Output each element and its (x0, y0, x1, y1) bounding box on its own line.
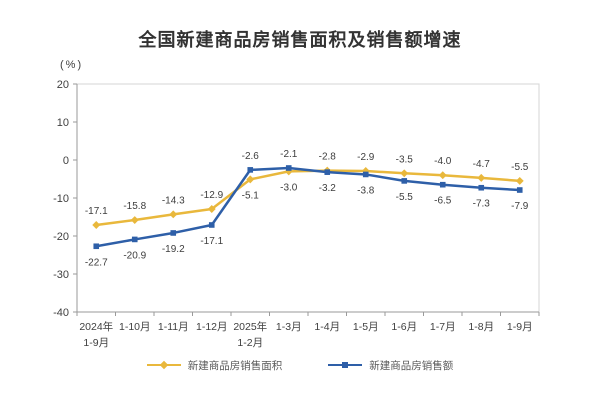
svg-text:1-4月: 1-4月 (314, 321, 340, 333)
svg-text:10: 10 (57, 117, 69, 129)
y-axis-unit-label: (%) (60, 59, 84, 71)
svg-text:-6.5: -6.5 (434, 196, 452, 207)
square-marker-icon (342, 362, 349, 368)
legend-item-sales-area: 新建商品房销售面积 (146, 358, 283, 373)
svg-text:-3.2: -3.2 (319, 183, 337, 194)
svg-text:-20: -20 (53, 231, 69, 243)
svg-text:-40: -40 (53, 307, 69, 319)
legend-label-sales-value: 新建商品房销售额 (369, 359, 454, 372)
sales-value-line-swatch (328, 360, 363, 370)
svg-text:20: 20 (57, 79, 69, 91)
sales-area-line-swatch (146, 360, 181, 370)
legend-label-sales-area: 新建商品房销售面积 (187, 359, 283, 372)
svg-text:-3.8: -3.8 (357, 185, 375, 196)
svg-text:-30: -30 (53, 269, 69, 281)
svg-text:1-10月: 1-10月 (119, 321, 151, 333)
svg-text:-10: -10 (53, 193, 69, 205)
svg-text:-2.6: -2.6 (242, 151, 260, 162)
svg-text:-2.8: -2.8 (319, 152, 337, 163)
svg-text:0: 0 (63, 155, 69, 167)
svg-text:-14.3: -14.3 (162, 195, 185, 206)
line-chart: 20 10 0 -10 -20 -30 -40 2024年 1-9月 1-10月 1-11月 1-12… (53, 79, 540, 349)
svg-text:-22.7: -22.7 (85, 257, 108, 268)
svg-text:-5.5: -5.5 (511, 162, 529, 173)
svg-text:1-3月: 1-3月 (276, 321, 302, 333)
svg-text:-12.9: -12.9 (200, 190, 223, 201)
svg-text:1-7月: 1-7月 (430, 321, 456, 333)
svg-text:1-6月: 1-6月 (391, 321, 417, 333)
chart-legend: 新建商品房销售面积 新建商品房销售额 (0, 355, 600, 375)
svg-text:-2.1: -2.1 (280, 149, 298, 160)
svg-text:-5.5: -5.5 (396, 192, 414, 203)
svg-text:1-11月: 1-11月 (158, 321, 189, 333)
svg-text:1-9月: 1-9月 (507, 321, 533, 333)
svg-text:1-8月: 1-8月 (468, 321, 494, 333)
svg-text:-20.9: -20.9 (123, 250, 146, 261)
svg-text:-3.5: -3.5 (396, 154, 414, 165)
chart-title: 全国新建商品房销售面积及销售额增速 (138, 30, 462, 50)
svg-text:-7.3: -7.3 (473, 199, 491, 210)
diamond-marker-icon (159, 360, 168, 370)
svg-text:-2.9: -2.9 (357, 152, 375, 163)
svg-text:-3.0: -3.0 (280, 182, 298, 193)
svg-text:-15.8: -15.8 (123, 201, 146, 212)
svg-text:-4.0: -4.0 (434, 156, 452, 167)
svg-text:-19.2: -19.2 (162, 244, 185, 255)
svg-text:-17.1: -17.1 (85, 206, 108, 217)
svg-text:-4.7: -4.7 (473, 159, 491, 170)
svg-text:1-12月: 1-12月 (196, 321, 228, 333)
svg-text:-7.9: -7.9 (511, 201, 529, 212)
svg-text:1-5月: 1-5月 (353, 321, 379, 333)
svg-text:-5.1: -5.1 (242, 190, 260, 201)
legend-item-sales-value: 新建商品房销售额 (328, 358, 453, 373)
svg-text:-17.1: -17.1 (200, 236, 223, 247)
